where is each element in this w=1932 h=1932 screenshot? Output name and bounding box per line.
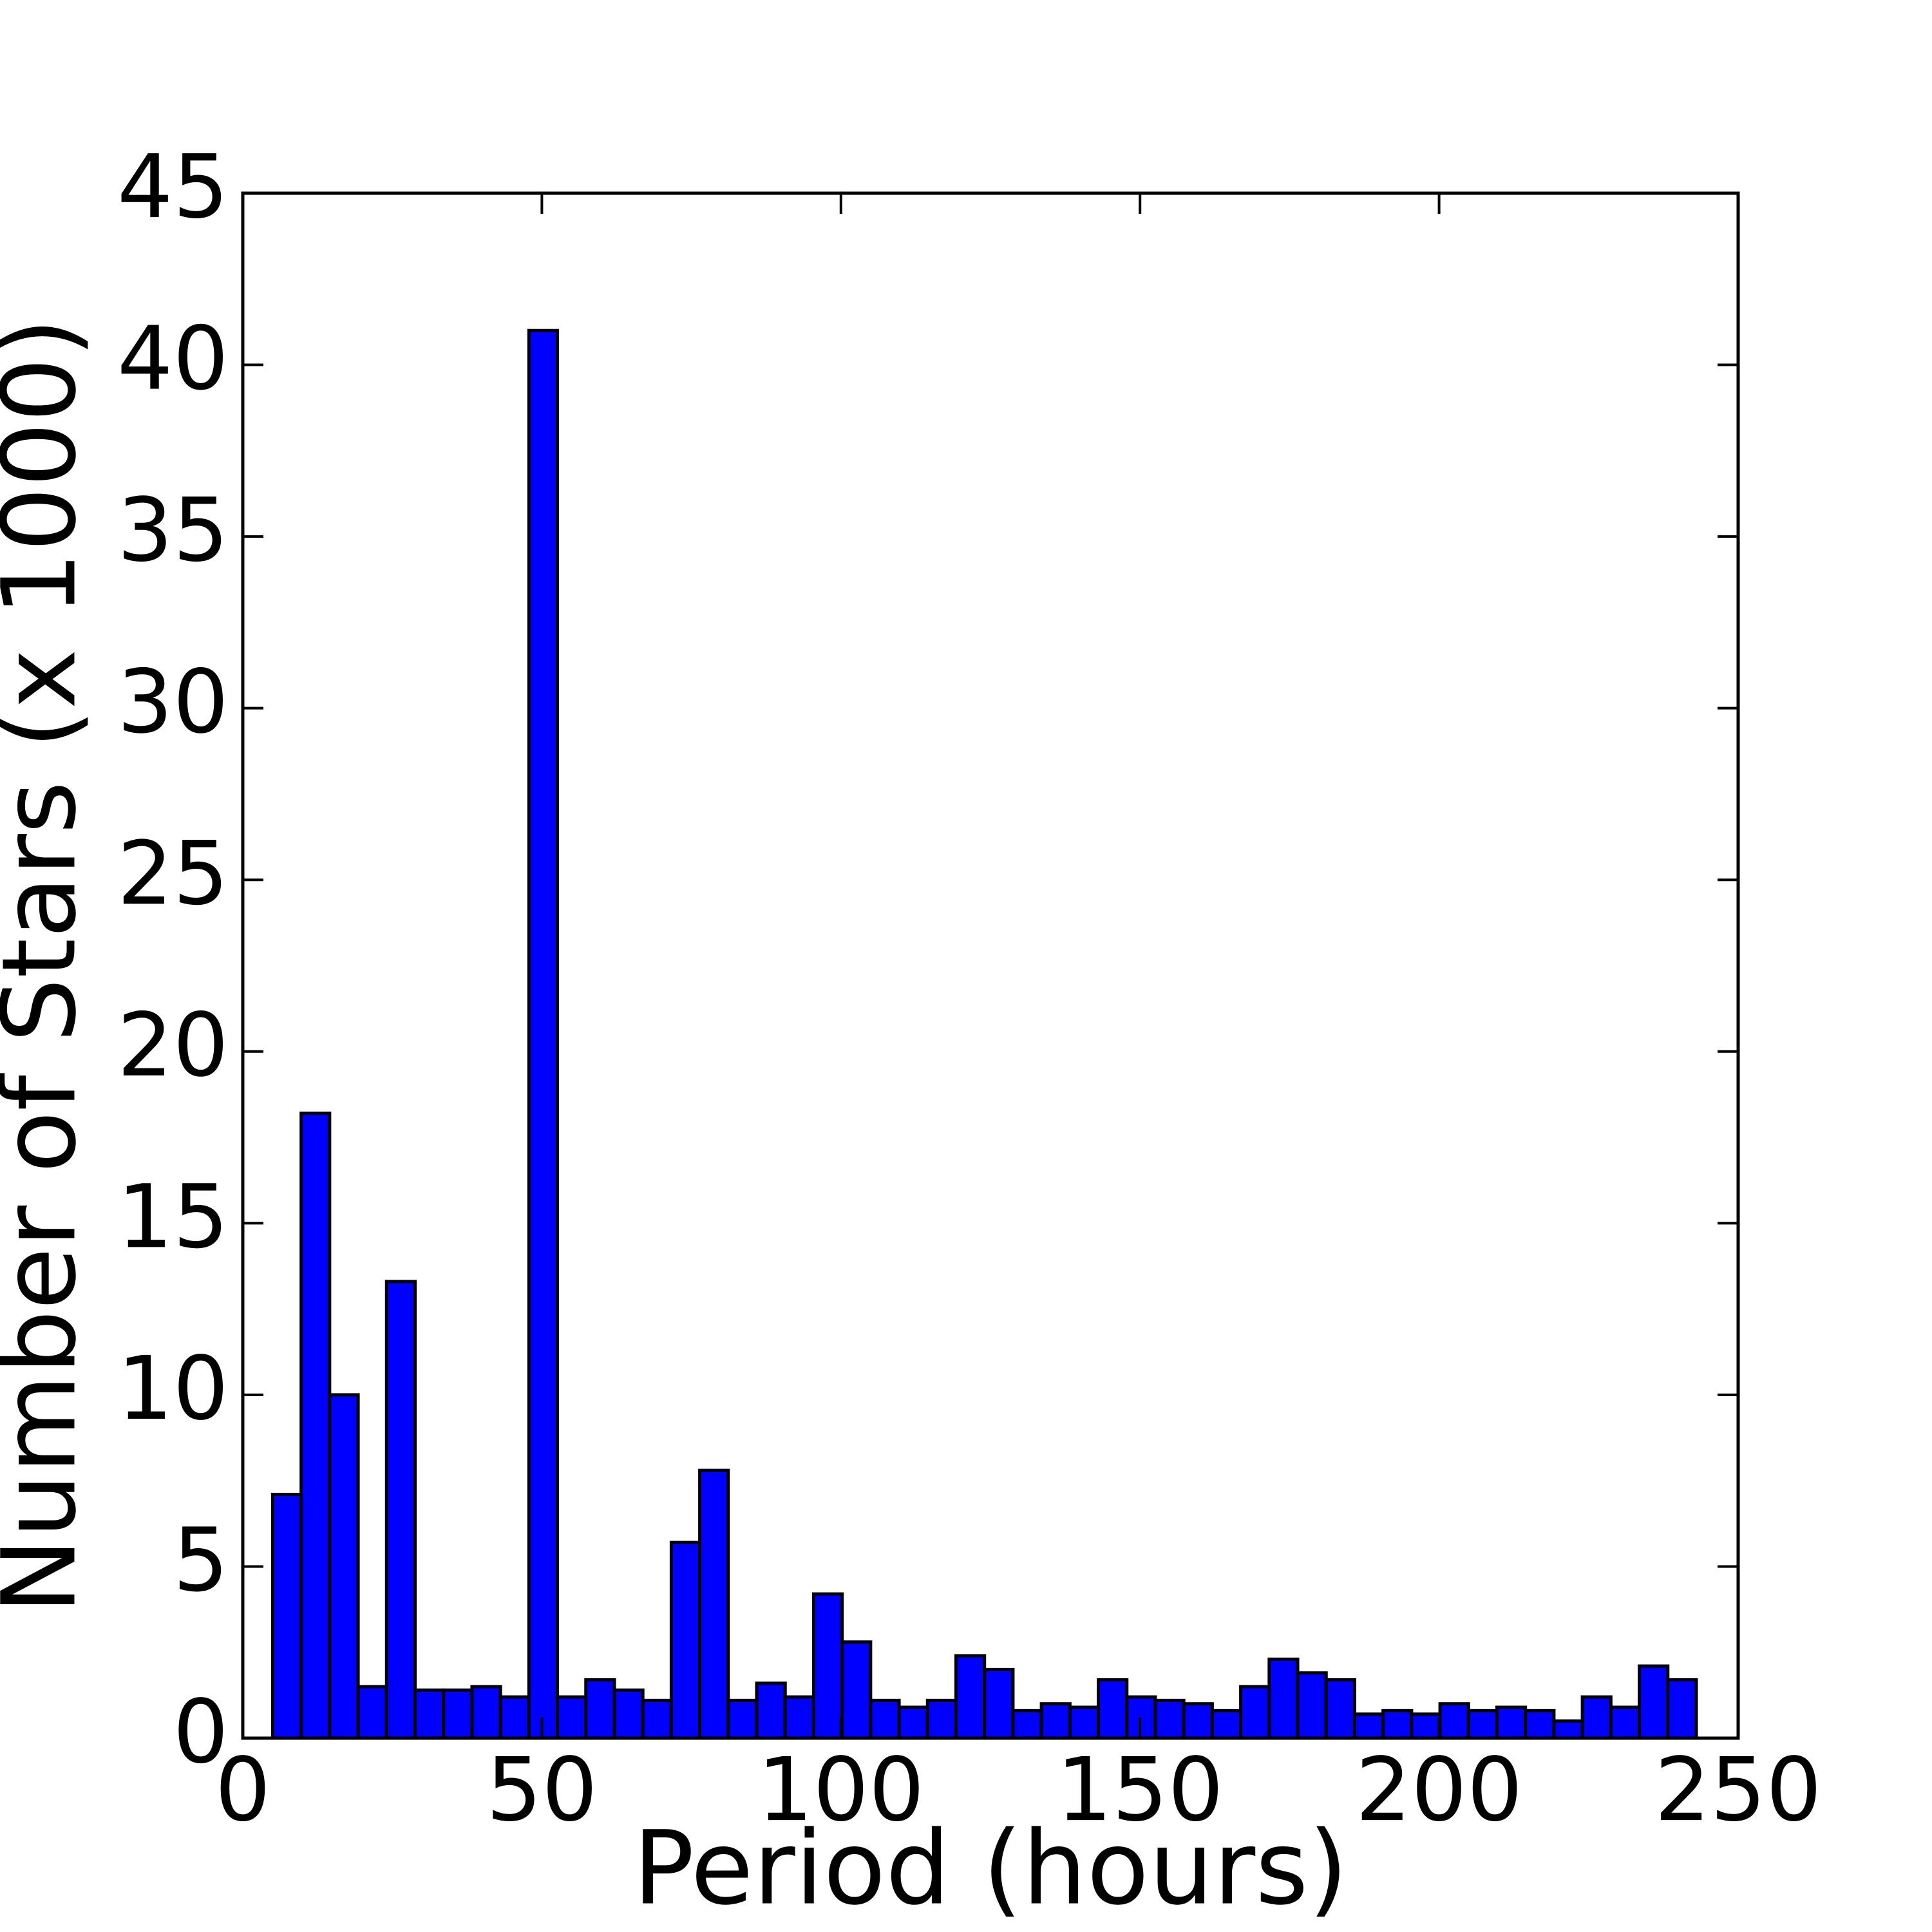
- x-tick-label: 100: [757, 1739, 925, 1841]
- x-tick-label: 0: [215, 1739, 271, 1841]
- bar: [1666, 1678, 1698, 1740]
- bar: [442, 1688, 474, 1740]
- bar: [669, 1540, 702, 1740]
- bar: [897, 1705, 929, 1740]
- bar: [1182, 1702, 1214, 1740]
- bar: [983, 1667, 1015, 1740]
- y-tick-label: 0: [173, 1681, 229, 1783]
- bar: [527, 328, 560, 1740]
- bar: [726, 1698, 759, 1740]
- bar: [1296, 1671, 1328, 1740]
- y-tick-label: 20: [117, 995, 229, 1097]
- bar: [811, 1592, 844, 1740]
- bar: [1524, 1709, 1556, 1740]
- x-axis-label: Period (hours): [633, 1809, 1348, 1927]
- bar: [498, 1695, 531, 1740]
- bar: [1552, 1719, 1584, 1740]
- bar: [1039, 1702, 1072, 1740]
- bar: [470, 1685, 502, 1740]
- bar: [612, 1688, 645, 1740]
- bar: [1352, 1712, 1385, 1740]
- bar: [1097, 1678, 1129, 1740]
- bar: [413, 1688, 446, 1740]
- bar: [840, 1640, 873, 1740]
- plot-frame: [241, 191, 1740, 1740]
- x-tick-label: 250: [1654, 1739, 1822, 1841]
- bar: [698, 1468, 730, 1740]
- bar: [1495, 1705, 1528, 1740]
- bar: [328, 1393, 360, 1740]
- bar: [1381, 1709, 1414, 1740]
- bar: [584, 1678, 616, 1740]
- y-axis-label: Number of Stars (x 1000): [0, 317, 99, 1614]
- y-tick-label: 30: [117, 652, 229, 753]
- bar: [556, 1695, 588, 1740]
- bar: [299, 1112, 332, 1740]
- bar: [755, 1681, 787, 1740]
- bar: [270, 1492, 303, 1740]
- bar: [1638, 1664, 1670, 1740]
- y-tick-label: 25: [117, 823, 229, 925]
- x-tick-label: 50: [486, 1739, 598, 1841]
- bar: [1466, 1709, 1499, 1740]
- bar: [1609, 1705, 1642, 1740]
- bar: [1267, 1657, 1300, 1740]
- bar: [869, 1698, 901, 1740]
- y-tick-label: 45: [117, 137, 229, 238]
- y-tick-label: 10: [117, 1338, 229, 1440]
- y-tick-label: 5: [173, 1510, 229, 1612]
- y-tick-label: 35: [117, 480, 229, 582]
- bar: [1410, 1712, 1442, 1740]
- bar: [1011, 1709, 1043, 1740]
- bar: [1068, 1705, 1101, 1740]
- bar: [356, 1685, 388, 1740]
- bar: [954, 1654, 987, 1740]
- bar: [1324, 1678, 1356, 1740]
- y-tick-label: 15: [117, 1166, 229, 1268]
- y-tick-label: 40: [117, 308, 229, 410]
- x-tick-label: 200: [1356, 1739, 1523, 1841]
- bar: [1580, 1695, 1613, 1740]
- bar: [1153, 1698, 1186, 1740]
- bar: [1438, 1702, 1470, 1740]
- bar: [783, 1695, 815, 1740]
- x-tick-label: 150: [1056, 1739, 1224, 1841]
- bar: [925, 1698, 958, 1740]
- bar: [1239, 1685, 1271, 1740]
- bar: [1210, 1709, 1243, 1740]
- bar: [641, 1698, 673, 1740]
- bar: [384, 1280, 417, 1740]
